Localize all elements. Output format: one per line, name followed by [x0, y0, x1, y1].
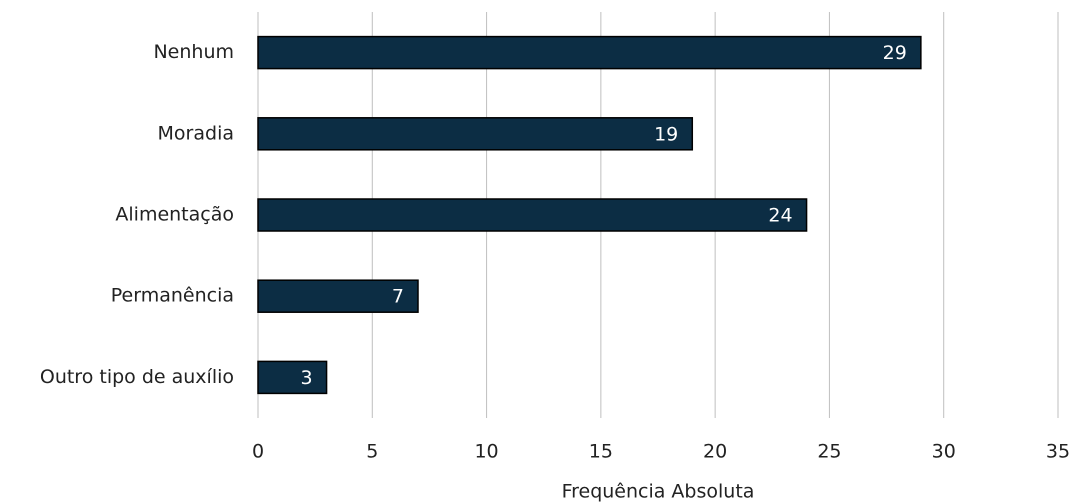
x-tick-label: 0 [252, 441, 264, 463]
x-tick-label: 30 [932, 441, 956, 463]
x-axis-label: Frequência Absoluta [562, 481, 755, 503]
data-label: 3 [300, 367, 312, 389]
x-tick-label: 35 [1046, 441, 1070, 463]
bar [257, 279, 419, 313]
x-tick-label: 5 [366, 441, 378, 463]
data-label: 7 [392, 286, 404, 308]
y-tick-label: Permanência [111, 285, 234, 307]
x-tick-label: 20 [703, 441, 727, 463]
x-tick-label: 15 [589, 441, 613, 463]
y-tick-label: Alimentação [115, 204, 234, 226]
data-label: 19 [654, 123, 678, 145]
y-tick-label: Moradia [158, 122, 234, 144]
x-tick-label: 10 [474, 441, 498, 463]
bar [257, 35, 922, 70]
data-label: 29 [883, 42, 907, 64]
bar [257, 117, 694, 151]
bar [257, 360, 328, 395]
data-label: 24 [768, 205, 792, 227]
bar [257, 198, 808, 232]
y-tick-label: Nenhum [153, 41, 234, 63]
x-tick-label: 25 [817, 441, 841, 463]
y-tick-label: Outro tipo de auxílio [40, 366, 234, 388]
